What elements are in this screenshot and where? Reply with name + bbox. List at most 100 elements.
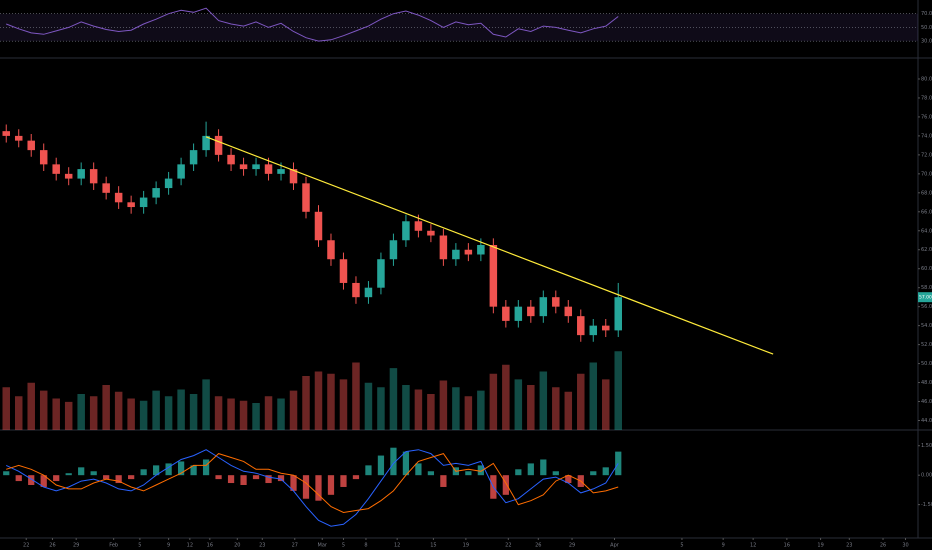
macd-histogram-bar <box>427 471 435 476</box>
candle-body <box>339 259 348 283</box>
x-tick-label: 16 <box>207 543 213 549</box>
volume-bar <box>102 385 110 430</box>
macd-histogram-bar <box>78 467 85 476</box>
y-tick-label: 68.00 <box>921 190 932 196</box>
candle-body <box>227 154 235 165</box>
rsi-tick-label: 50.00 <box>921 25 932 31</box>
volume-bar <box>2 387 10 430</box>
macd-histogram-bar <box>277 475 285 482</box>
macd-histogram-bar <box>615 451 622 476</box>
volume-bar <box>577 373 585 430</box>
candle-body <box>89 169 98 184</box>
candle-body <box>514 306 523 321</box>
last-price-box <box>918 292 932 303</box>
candle-body <box>102 183 110 193</box>
y-tick-label: 58.00 <box>921 285 932 291</box>
macd-histogram-bar <box>315 475 322 501</box>
macd-histogram-bar <box>227 475 235 484</box>
y-tick-label: 72.00 <box>921 152 932 158</box>
volume-bar <box>464 396 473 430</box>
x-tick-label: 26 <box>880 543 886 549</box>
candle-body <box>27 140 35 151</box>
macd-histogram-bar <box>377 455 385 476</box>
candle-body <box>527 306 535 317</box>
rsi-line <box>6 7 619 42</box>
macd-histogram-bar <box>352 475 360 480</box>
volume-bar <box>252 403 260 430</box>
y-tick-label: 66.00 <box>921 209 932 215</box>
macd-histogram-bar <box>265 475 272 484</box>
candle-body <box>302 183 310 212</box>
candle-body <box>352 282 360 298</box>
x-tick-label: 27 <box>292 543 298 549</box>
macd-histogram-bar <box>115 475 122 484</box>
volume-bar <box>177 389 185 430</box>
x-tick-label: 23 <box>259 543 265 549</box>
volume-bar <box>289 390 298 430</box>
volume-bar <box>27 382 35 430</box>
x-tick-label: 29 <box>569 543 575 549</box>
volume-bar <box>514 379 523 430</box>
volume-bar <box>114 391 123 430</box>
candle-body <box>177 164 185 179</box>
volume-bar <box>339 379 348 430</box>
candle-body <box>189 150 198 165</box>
y-tick-label: 74.00 <box>921 133 932 139</box>
x-tick-label: Mar <box>318 543 328 549</box>
volume-bar <box>439 380 448 430</box>
volume-bar <box>202 379 210 430</box>
candle-body <box>402 221 410 241</box>
volume-bar <box>277 398 285 430</box>
x-tick-label: 5 <box>138 543 141 549</box>
y-tick-label: 46.00 <box>921 399 932 405</box>
macd-histogram-bar <box>415 463 422 476</box>
candle-body <box>452 249 460 260</box>
macd-histogram-bar <box>140 469 147 476</box>
x-tick-label: 19 <box>817 543 823 549</box>
x-tick-label: 29 <box>73 543 79 549</box>
volume-bar <box>564 391 573 430</box>
macd-histogram-bar <box>365 465 372 476</box>
volume-bar <box>152 390 160 430</box>
candle-body <box>477 245 485 255</box>
y-tick-label: 48.00 <box>921 380 932 386</box>
rsi-tick-label: 70.00 <box>921 11 932 17</box>
x-tick-label: Apr <box>610 543 620 549</box>
candle-body <box>502 306 510 321</box>
volume-bar <box>77 394 85 430</box>
candle-body <box>552 297 560 307</box>
candle-body <box>539 297 548 317</box>
volume-bar <box>477 390 485 430</box>
candle-body <box>314 211 323 241</box>
volume-bar <box>602 379 610 430</box>
candle-body <box>39 150 48 165</box>
candle-body <box>602 325 610 331</box>
volume-bar <box>327 373 335 430</box>
y-tick-label: 62.00 <box>921 247 932 253</box>
candle-body <box>439 235 448 260</box>
x-tick-label: 26 <box>49 543 55 549</box>
x-tick-label: 26 <box>535 543 541 549</box>
candle-body <box>77 169 85 179</box>
volume-bar <box>39 390 48 430</box>
candle-body <box>202 135 210 151</box>
macd-histogram-bar <box>390 447 397 476</box>
x-tick-label: Feb <box>109 543 118 549</box>
volume-bar <box>127 398 135 430</box>
macd-histogram-bar <box>53 475 60 482</box>
candle-body <box>614 297 622 331</box>
volume-bar <box>552 387 560 430</box>
candle-body <box>414 221 423 231</box>
volume-bar <box>189 394 198 430</box>
candle-body <box>264 164 273 174</box>
x-tick-label: 22 <box>505 543 511 549</box>
macd-histogram-bar <box>190 465 197 476</box>
volume-bar <box>314 371 323 430</box>
volume-bar <box>164 396 173 430</box>
x-tick-label: 12 <box>187 543 193 549</box>
macd-histogram-bar <box>40 475 47 487</box>
macd-histogram-bar <box>165 463 172 476</box>
x-tick-label: 30 <box>902 543 908 549</box>
volume-bar <box>239 400 248 430</box>
volume-bar <box>502 364 510 430</box>
